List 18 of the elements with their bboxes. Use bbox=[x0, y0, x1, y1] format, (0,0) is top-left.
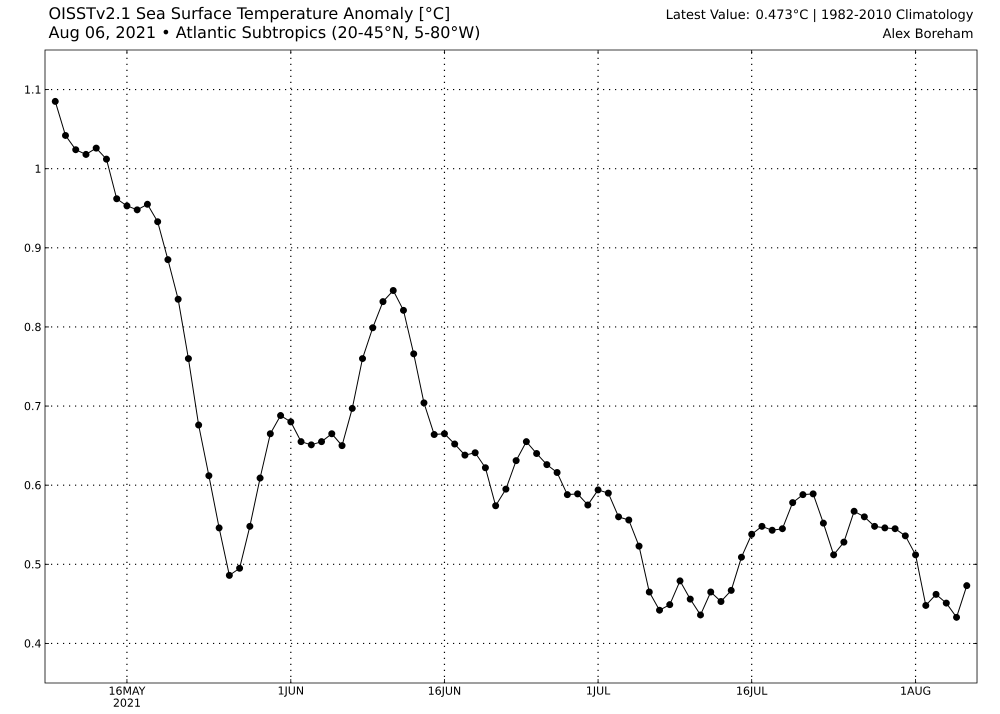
x-tick-label: 16JUN bbox=[428, 686, 460, 697]
text: Latest Value: 0.473°C | 1982-2010 Climatology bbox=[666, 9, 974, 22]
x-tick-label: 1JUN bbox=[278, 686, 303, 697]
text: Alex Boreham bbox=[882, 28, 972, 38]
y-tick-label: 0.4 bbox=[24, 639, 41, 648]
x-tick-label: 16JUL bbox=[737, 686, 768, 697]
y-tick-label: 0.9 bbox=[24, 244, 41, 252]
y-tick-label: 0.8 bbox=[24, 322, 41, 332]
y-tick-label: 1.1 bbox=[25, 86, 40, 94]
chart-subtitle: Aug 06, 2021 • Atlantic Subtropics (20-45°N, 5-80°W) bbox=[48, 26, 480, 42]
y-tick-label: 0.5 bbox=[24, 560, 41, 568]
y-tick-label: 1 bbox=[36, 164, 40, 173]
x-tick-label: 1AUG bbox=[901, 686, 930, 695]
x-tick-label: 1JUL bbox=[587, 686, 610, 697]
y-tick-label: 0.7 bbox=[24, 402, 41, 410]
y-tick-label: 0.6 bbox=[24, 481, 41, 490]
chart-title: OISSTv2.1 Sea Surface Temperature Anomaly [°C] bbox=[49, 6, 449, 22]
x-tick-label: 16MAY 2021 bbox=[110, 686, 146, 707]
